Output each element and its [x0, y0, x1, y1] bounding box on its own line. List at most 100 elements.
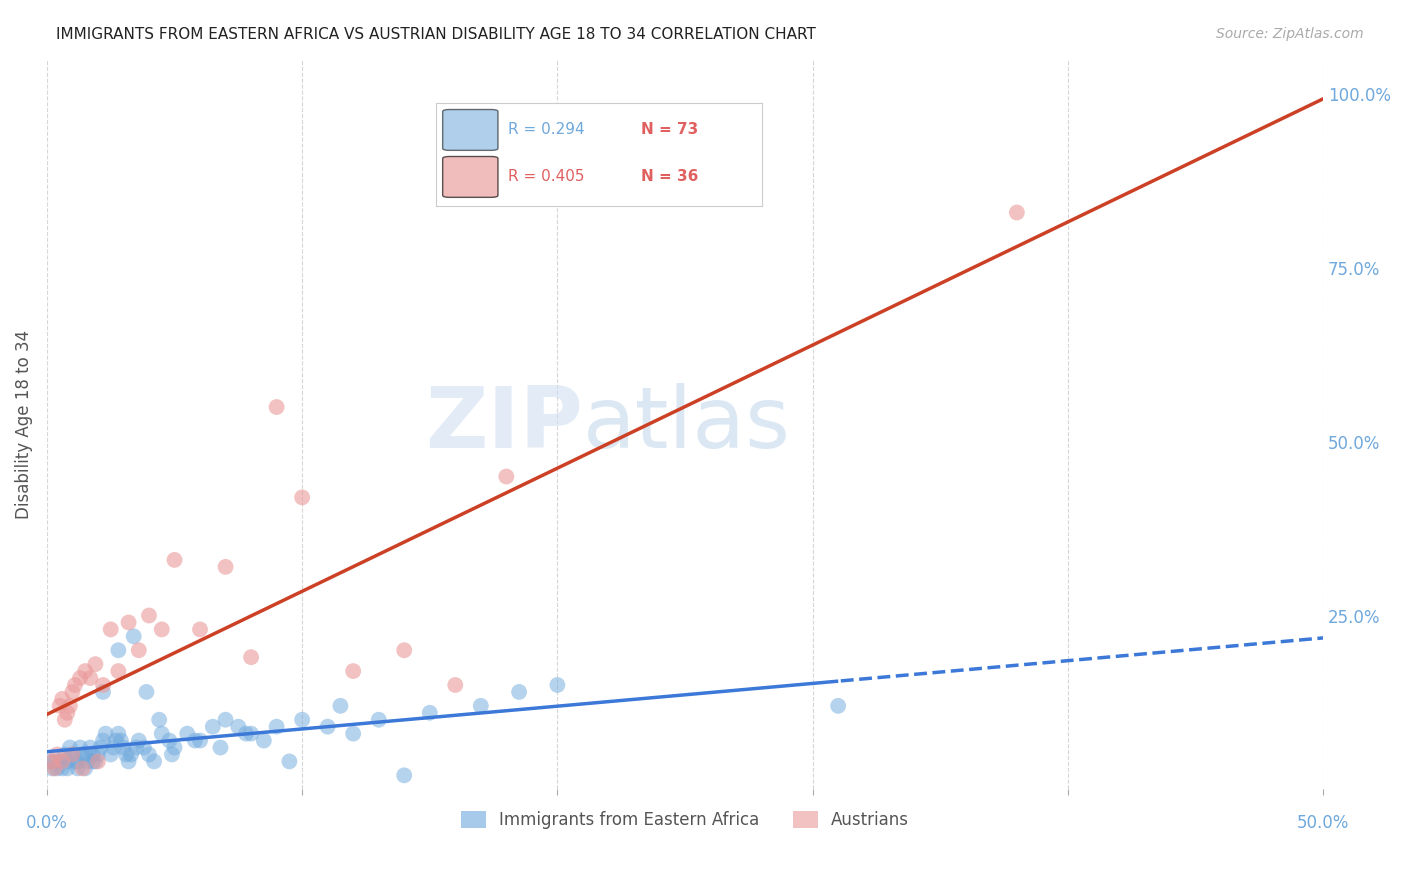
Point	[82, 747, 104, 762]
Point	[132, 740, 155, 755]
Point	[69, 671, 91, 685]
Point	[150, 623, 173, 637]
Point	[104, 733, 127, 747]
Point	[209, 740, 232, 755]
Point	[94, 726, 117, 740]
Point	[419, 706, 441, 720]
Point	[316, 720, 339, 734]
Point	[240, 726, 263, 740]
Point	[214, 559, 236, 574]
Point	[82, 755, 104, 769]
Point	[91, 678, 114, 692]
Point	[46, 747, 69, 762]
Point	[53, 747, 76, 762]
Point	[163, 740, 186, 755]
Point	[91, 733, 114, 747]
Text: atlas: atlas	[583, 383, 792, 466]
Point	[53, 713, 76, 727]
Point	[508, 685, 530, 699]
Point	[72, 747, 94, 762]
Point	[291, 713, 314, 727]
Point	[79, 740, 101, 755]
Point	[51, 761, 73, 775]
Y-axis label: Disability Age 18 to 34: Disability Age 18 to 34	[15, 330, 32, 519]
Point	[266, 720, 288, 734]
Point	[84, 755, 107, 769]
Point	[117, 615, 139, 630]
Point	[63, 755, 86, 769]
Point	[143, 755, 166, 769]
Point	[76, 755, 98, 769]
Point	[59, 740, 82, 755]
Point	[100, 623, 122, 637]
Point	[72, 761, 94, 775]
Point	[495, 469, 517, 483]
Point	[138, 608, 160, 623]
Point	[367, 713, 389, 727]
Point	[342, 664, 364, 678]
Point	[150, 726, 173, 740]
Point	[135, 685, 157, 699]
Point	[122, 629, 145, 643]
Point	[56, 755, 79, 769]
Point	[56, 761, 79, 775]
Point	[48, 755, 70, 769]
Point	[66, 755, 89, 769]
Point	[107, 664, 129, 678]
Point	[75, 761, 97, 775]
Point	[128, 643, 150, 657]
Point	[38, 755, 60, 769]
Point	[59, 698, 82, 713]
Point	[117, 755, 139, 769]
Point	[235, 726, 257, 740]
Point	[470, 698, 492, 713]
Point	[91, 685, 114, 699]
Point	[394, 768, 416, 782]
Point	[266, 400, 288, 414]
Point	[188, 733, 211, 747]
Point	[46, 761, 69, 775]
Point	[87, 755, 110, 769]
Point	[115, 747, 138, 762]
Text: IMMIGRANTS FROM EASTERN AFRICA VS AUSTRIAN DISABILITY AGE 18 TO 34 CORRELATION C: IMMIGRANTS FROM EASTERN AFRICA VS AUSTRI…	[56, 27, 815, 42]
Point	[110, 733, 132, 747]
Point	[69, 740, 91, 755]
Point	[51, 755, 73, 769]
Point	[62, 747, 84, 762]
Point	[107, 726, 129, 740]
Text: ZIP: ZIP	[425, 383, 583, 466]
Point	[44, 755, 66, 769]
Point	[125, 740, 148, 755]
Point	[278, 755, 301, 769]
Point	[84, 657, 107, 672]
Point	[342, 726, 364, 740]
Point	[160, 747, 183, 762]
Point	[112, 740, 135, 755]
Point	[157, 733, 180, 747]
Point	[79, 671, 101, 685]
Point	[228, 720, 250, 734]
Point	[138, 747, 160, 762]
Point	[176, 726, 198, 740]
Point	[128, 733, 150, 747]
Point	[51, 692, 73, 706]
Point	[1005, 205, 1028, 219]
Point	[48, 698, 70, 713]
Text: 0.0%: 0.0%	[25, 814, 67, 832]
Legend: Immigrants from Eastern Africa, Austrians: Immigrants from Eastern Africa, Austrian…	[454, 804, 915, 836]
Point	[188, 623, 211, 637]
Point	[66, 761, 89, 775]
Point	[184, 733, 207, 747]
Point	[100, 747, 122, 762]
Point	[62, 747, 84, 762]
Point	[56, 706, 79, 720]
Point	[148, 713, 170, 727]
Point	[444, 678, 467, 692]
Point	[63, 678, 86, 692]
Point	[89, 740, 111, 755]
Point	[827, 698, 849, 713]
Text: Source: ZipAtlas.com: Source: ZipAtlas.com	[1216, 27, 1364, 41]
Point	[291, 491, 314, 505]
Point	[44, 761, 66, 775]
Point	[87, 747, 110, 762]
